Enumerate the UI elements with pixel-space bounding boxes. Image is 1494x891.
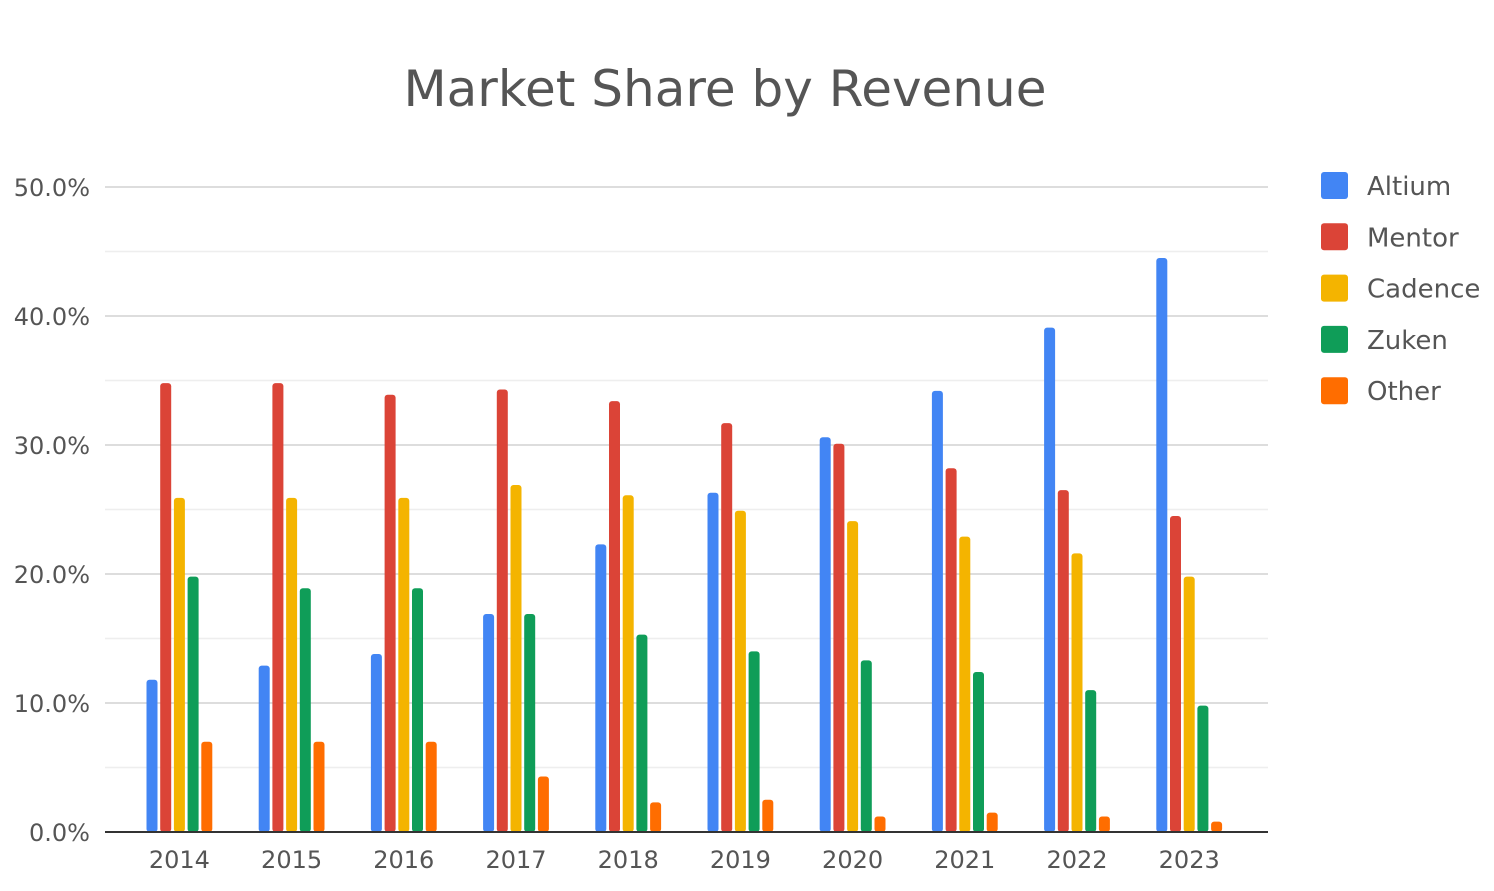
bar-altium-2021[interactable] <box>931 390 943 832</box>
bar-mentor-2014[interactable] <box>160 383 172 832</box>
legend-swatch <box>1321 274 1348 302</box>
y-tick-label: 10.0% <box>14 690 90 718</box>
bar-cadence-2019[interactable] <box>734 510 746 832</box>
bar-mentor-2021[interactable] <box>945 468 957 832</box>
bar-other-2019[interactable] <box>762 799 774 832</box>
bar-cadence-2018[interactable] <box>622 495 634 832</box>
bar-altium-2019[interactable] <box>707 492 719 832</box>
bar-zuken-2021[interactable] <box>973 672 984 832</box>
bar-zuken-2023[interactable] <box>1197 705 1209 832</box>
bar-other-2021[interactable] <box>986 812 998 832</box>
bar-cadence-2014[interactable] <box>173 497 185 832</box>
legend-item-altium[interactable]: Altium <box>1321 172 1451 202</box>
legend-swatch <box>1321 172 1348 199</box>
bar-mentor-2018[interactable] <box>609 401 620 832</box>
bar-zuken-2018[interactable] <box>636 634 648 832</box>
x-tick-label: 2021 <box>934 846 995 874</box>
bar-other-2023[interactable] <box>1211 821 1223 832</box>
bar-zuken-2019[interactable] <box>748 651 760 832</box>
x-tick-label: 2019 <box>710 846 771 874</box>
y-tick-label: 20.0% <box>14 561 90 589</box>
bar-cadence-2015[interactable] <box>286 497 298 832</box>
legend-item-zuken[interactable]: Zuken <box>1321 325 1448 356</box>
bar-zuken-2015[interactable] <box>299 588 311 832</box>
x-tick-label: 2018 <box>598 846 659 874</box>
bar-altium-2022[interactable] <box>1044 327 1056 832</box>
bar-altium-2015[interactable] <box>258 665 270 832</box>
y-tick-label: 50.0% <box>14 174 90 202</box>
y-tick-label: 0.0% <box>29 819 90 847</box>
bar-other-2018[interactable] <box>650 802 662 832</box>
legend-item-cadence[interactable]: Cadence <box>1321 274 1480 305</box>
grid-lines <box>105 186 1268 769</box>
x-tick-label: 2015 <box>261 846 322 874</box>
x-tick-label: 2022 <box>1046 846 1107 874</box>
bar-other-2020[interactable] <box>874 816 886 832</box>
legend-item-other[interactable]: Other <box>1321 377 1441 407</box>
legend-item-mentor[interactable]: Mentor <box>1321 223 1459 253</box>
bar-zuken-2020[interactable] <box>860 660 872 832</box>
bar-altium-2014[interactable] <box>146 679 158 832</box>
x-tick-label: 2014 <box>149 846 210 874</box>
legend[interactable]: Altium Mentor Cadence Zuken Other <box>1321 172 1480 407</box>
bar-other-2014[interactable] <box>201 741 213 832</box>
bar-cadence-2016[interactable] <box>398 497 410 832</box>
bar-cadence-2021[interactable] <box>959 536 971 832</box>
x-tick-label: 2020 <box>822 846 883 874</box>
y-tick-label: 40.0% <box>14 303 90 331</box>
legend-swatch <box>1321 325 1348 353</box>
legend-label: Altium <box>1367 172 1451 202</box>
bar-cadence-2022[interactable] <box>1071 553 1083 832</box>
y-tick-label: 30.0% <box>14 432 90 460</box>
legend-swatch <box>1321 223 1348 251</box>
bar-mentor-2015[interactable] <box>272 383 284 832</box>
bar-zuken-2022[interactable] <box>1085 690 1097 832</box>
bar-mentor-2017[interactable] <box>496 389 508 832</box>
x-tick-label: 2017 <box>485 846 546 874</box>
legend-label: Zuken <box>1367 326 1448 356</box>
bar-altium-2020[interactable] <box>819 437 831 832</box>
bar-altium-2016[interactable] <box>370 653 382 832</box>
legend-label: Cadence <box>1367 275 1480 305</box>
bar-mentor-2020[interactable] <box>833 443 845 832</box>
bar-other-2022[interactable] <box>1098 816 1110 832</box>
bar-zuken-2017[interactable] <box>524 613 536 832</box>
bar-altium-2017[interactable] <box>483 613 495 832</box>
legend-label: Other <box>1367 377 1441 407</box>
bar-altium-2023[interactable] <box>1156 257 1168 832</box>
bar-altium-2018[interactable] <box>595 544 607 832</box>
bar-zuken-2016[interactable] <box>412 588 423 832</box>
bar-other-2016[interactable] <box>425 741 437 832</box>
bar-cadence-2020[interactable] <box>847 521 859 832</box>
x-axis: 2014 2015 2016 2017 2018 2019 2020 2021 2022 2023 <box>105 831 1268 874</box>
x-tick-label: 2023 <box>1159 846 1220 874</box>
chart-title: Market Share by Revenue <box>404 60 1047 118</box>
bar-cadence-2017[interactable] <box>510 484 522 832</box>
bar-other-2017[interactable] <box>537 776 549 832</box>
bar-mentor-2016[interactable] <box>384 394 396 832</box>
legend-swatch <box>1321 377 1348 405</box>
bar-mentor-2019[interactable] <box>721 423 733 832</box>
y-axis: 0.0% 10.0% 20.0% 30.0% 40.0% 50.0% <box>14 174 90 847</box>
bar-mentor-2023[interactable] <box>1170 515 1181 832</box>
bar-other-2015[interactable] <box>313 741 325 832</box>
x-tick-label: 2016 <box>373 846 434 874</box>
bar-zuken-2014[interactable] <box>187 576 199 832</box>
bars <box>146 257 1223 832</box>
bar-mentor-2022[interactable] <box>1057 490 1069 832</box>
bar-cadence-2023[interactable] <box>1183 576 1195 832</box>
legend-label: Mentor <box>1367 223 1459 253</box>
